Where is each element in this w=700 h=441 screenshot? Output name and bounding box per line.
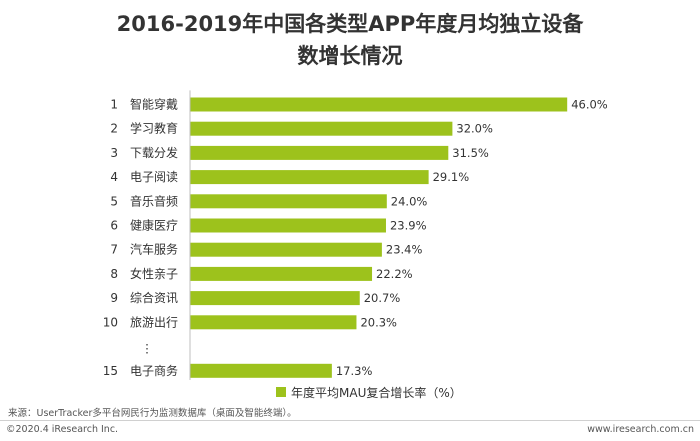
value-label: 31.5% <box>452 146 489 160</box>
category-label: 音乐音频 <box>130 193 178 208</box>
legend-swatch <box>276 387 286 397</box>
category-label: 女性亲子 <box>130 266 178 281</box>
value-label: 20.7% <box>364 291 401 305</box>
rank-label: 9 <box>110 291 118 305</box>
rank-label: 10 <box>103 315 118 329</box>
bar-chart: 1 智能穿戴 46.0% 2 学习教育 32.0% 3 下载分发 31.5% 4 电子阅读 29.1%… <box>103 90 608 380</box>
category-label: 健康医疗 <box>130 218 178 233</box>
bar <box>190 242 382 257</box>
rank-label: 5 <box>110 194 118 208</box>
bar <box>190 194 387 209</box>
bar <box>190 266 373 281</box>
rank-label: 2 <box>110 122 118 136</box>
bar <box>190 145 449 160</box>
gap-marker: ⋮ <box>141 342 153 356</box>
bar <box>190 363 332 378</box>
rank-label: 3 <box>110 146 118 160</box>
rank-label: 15 <box>103 364 118 378</box>
copyright-text: ©2020.4 iResearch Inc. <box>6 424 119 435</box>
value-label: 46.0% <box>571 98 608 112</box>
source-note: 来源：UserTracker多平台网民行为监测数据库（桌面及智能终端）。 <box>8 408 297 419</box>
footer-divider <box>0 420 700 421</box>
value-label: 20.3% <box>360 315 397 329</box>
rank-label: 7 <box>110 243 118 257</box>
legend-label: 年度平均MAU复合增长率（%） <box>291 385 462 400</box>
category-label: 汽车服务 <box>130 242 178 257</box>
value-label: 23.4% <box>386 243 423 257</box>
value-label: 22.2% <box>376 267 413 281</box>
category-label: 下载分发 <box>130 145 178 160</box>
bar <box>190 315 357 330</box>
value-label: 23.9% <box>390 219 427 233</box>
category-label: 智能穿戴 <box>130 97 178 112</box>
category-label: 学习教育 <box>130 121 178 136</box>
value-label: 17.3% <box>336 364 373 378</box>
bar <box>190 170 429 185</box>
value-label: 24.0% <box>391 194 428 208</box>
rank-label: 6 <box>110 219 118 233</box>
value-label: 32.0% <box>456 122 493 136</box>
rank-label: 8 <box>110 267 118 281</box>
rank-label: 1 <box>110 98 118 112</box>
website-text: www.iresearch.com.cn <box>587 424 694 435</box>
bar <box>190 121 453 136</box>
bar <box>190 218 386 233</box>
bar <box>190 97 568 112</box>
category-label: 电子商务 <box>130 363 178 378</box>
value-label: 29.1% <box>433 170 470 184</box>
chart-title-line-1: 2016-2019年中国各类型APP年度月均独立设备 <box>116 12 584 36</box>
category-label: 综合资讯 <box>130 290 178 305</box>
chart-title: 2016-2019年中国各类型APP年度月均独立设备 数增长情况 <box>0 8 700 72</box>
legend: 年度平均MAU复合增长率（%） <box>276 384 462 400</box>
bar <box>190 291 360 306</box>
chart-title-line-2: 数增长情况 <box>297 44 403 68</box>
category-label: 旅游出行 <box>130 315 178 329</box>
rank-label: 4 <box>110 170 118 184</box>
category-label: 电子阅读 <box>130 170 178 184</box>
